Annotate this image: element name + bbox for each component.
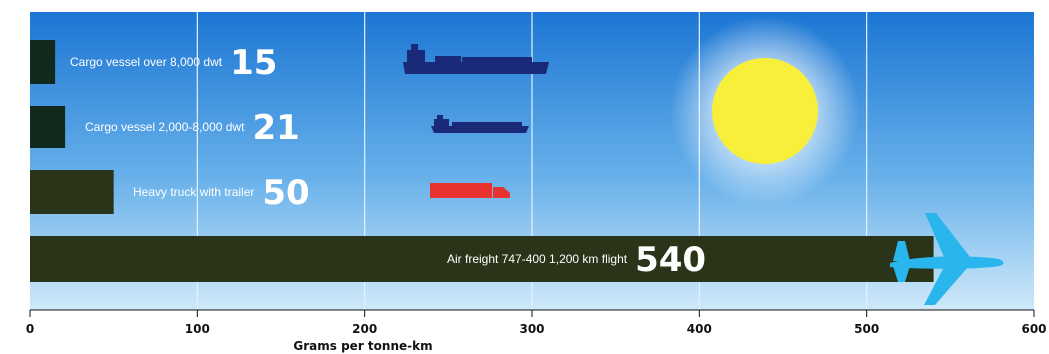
bar-value-label: 540 (635, 240, 706, 280)
x-axis-label: Grams per tonne-km (293, 339, 432, 353)
ship-icon (431, 115, 529, 133)
bar (30, 106, 66, 148)
bar (30, 236, 934, 282)
bars (30, 40, 934, 282)
bar-category-label: Cargo vessel 2,000-8,000 dwt (85, 120, 245, 134)
x-tick-label: 500 (854, 322, 879, 336)
x-tick-label: 0 (26, 322, 34, 336)
bar-category-label: Heavy truck with trailer (133, 185, 254, 199)
bar-value-label: 21 (252, 108, 299, 148)
x-tick-label: 400 (687, 322, 712, 336)
x-tick-label: 100 (185, 322, 210, 336)
bar-value-label: 15 (230, 43, 277, 83)
x-tick-label: 200 (352, 322, 377, 336)
bar-category-label: Air freight 747-400 1,200 km flight (447, 252, 628, 266)
bar (30, 170, 114, 214)
bar-category-label: Cargo vessel over 8,000 dwt (70, 55, 223, 69)
bar (30, 40, 56, 84)
bar-value-label: 50 (262, 173, 309, 213)
truck-icon (430, 183, 510, 198)
airplane-icon (890, 213, 1004, 305)
x-axis-ticks: 0 100 200 300 400 500 600 (26, 310, 1047, 336)
bar-labels: Cargo vessel over 8,000 dwt 15 Cargo vesse… (70, 43, 706, 280)
x-tick-label: 600 (1021, 322, 1046, 336)
ship-icon (403, 44, 549, 74)
sun-icon (670, 16, 860, 206)
x-tick-label: 300 (519, 322, 544, 336)
